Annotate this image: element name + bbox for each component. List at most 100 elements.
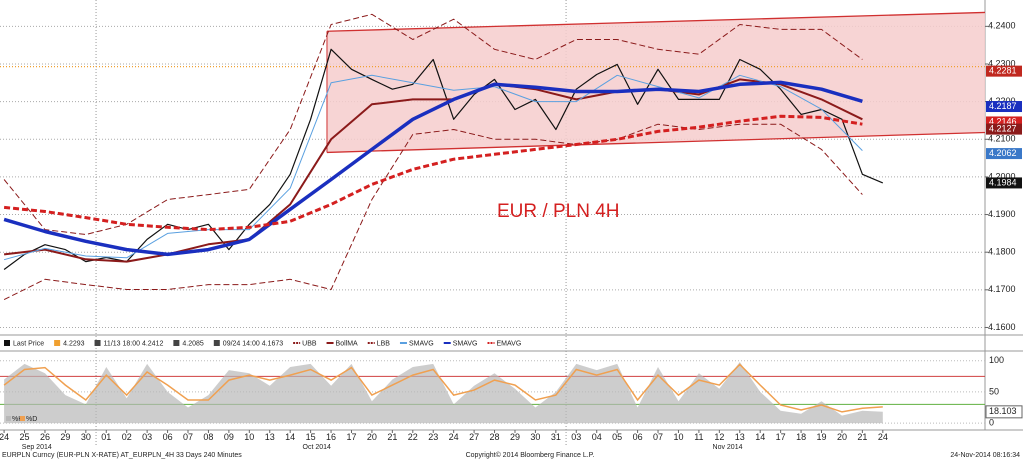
x-tick-label: 30 (81, 432, 91, 442)
series-line (3, 48, 884, 270)
legend-label: %K (12, 416, 23, 423)
x-tick-label: 31 (551, 432, 561, 442)
y-tick-label: 4.2000 (988, 171, 1016, 181)
legend-label: SMAVG (453, 340, 478, 347)
legend-swatch (20, 416, 25, 421)
series-line (3, 363, 883, 413)
channel-lower (326, 131, 986, 154)
x-tick-label: 21 (857, 432, 867, 442)
x-tick-label: 24 (449, 432, 459, 442)
legend-label: BollMA (336, 340, 359, 347)
footer-right: 24-Nov-2014 08:16:34 (950, 452, 1020, 459)
x-tick-label: 05 (612, 432, 622, 442)
series-line (3, 80, 863, 257)
x-tick-label: 10 (244, 432, 254, 442)
price-tag (986, 177, 1022, 189)
y-tick-label: 50 (989, 386, 999, 396)
price-tag (986, 101, 1022, 113)
legend-swatch (94, 340, 101, 346)
legend-label: 4.2293 (63, 340, 85, 347)
y-tick-label: 4.2200 (988, 96, 1016, 106)
price-tag-label: 4.2062 (989, 148, 1017, 158)
x-tick-label: 06 (163, 432, 173, 442)
series-line (3, 114, 863, 232)
x-tick-label: 28 (490, 432, 500, 442)
x-tick-label: 27 (469, 432, 479, 442)
x-tick-label: 26 (40, 432, 50, 442)
x-tick-label: 14 (755, 432, 765, 442)
x-tick-label: 07 (183, 432, 193, 442)
series-line (3, 13, 863, 235)
legend-swatch (54, 340, 61, 346)
x-tick-label: 09 (224, 432, 234, 442)
legend-label: UBB (302, 340, 317, 347)
legend-label: 4.2085 (182, 340, 204, 347)
x-tick-label: 24 (878, 432, 888, 442)
x-tick-label: 03 (571, 432, 581, 442)
month-label: Nov 2014 (713, 444, 743, 451)
x-tick-label: 10 (673, 432, 683, 442)
y-tick-label: 4.2400 (988, 21, 1016, 31)
x-tick-label: 15 (306, 432, 316, 442)
legend-label: %D (26, 416, 37, 423)
value-tag-label: 18.103 (989, 406, 1017, 416)
x-tick-label: 11 (694, 432, 703, 442)
series-area (4, 362, 883, 424)
y-tick-label: 4.1800 (988, 247, 1016, 257)
legend-swatch (4, 340, 10, 346)
x-tick-label: 30 (530, 432, 540, 442)
x-tick-label: 20 (837, 432, 847, 442)
legend-swatch (6, 416, 11, 421)
x-tick-label: 02 (122, 432, 132, 442)
x-tick-label: 17 (346, 432, 356, 442)
x-tick-label: 22 (408, 432, 418, 442)
x-tick-label: 07 (653, 432, 663, 442)
y-tick-label: 100 (989, 355, 1004, 365)
legend-swatch (213, 340, 220, 346)
month-label: Sep 2014 (22, 444, 52, 451)
footer-center: Copyright© 2014 Bloomberg Finance L.P. (466, 451, 595, 459)
x-tick-label: 13 (265, 432, 275, 442)
legend-label: EMAVG (497, 340, 522, 347)
y-tick-label: 0 (989, 418, 994, 428)
x-tick-label: 23 (428, 432, 438, 442)
legend-label: LBB (377, 340, 391, 347)
legend-label: SMAVG (409, 340, 434, 347)
series-line (3, 123, 863, 301)
legend-label: Last Price (13, 340, 44, 347)
price-tag (986, 148, 1022, 160)
x-tick-label: 01 (101, 432, 111, 442)
x-tick-label: 29 (60, 432, 70, 442)
price-tag (986, 116, 1022, 128)
x-tick-label: 03 (142, 432, 152, 442)
x-tick-label: 19 (817, 432, 827, 442)
price-tag (986, 65, 1022, 77)
x-tick-label: 24 (0, 432, 9, 442)
x-tick-label: 21 (387, 432, 397, 442)
x-tick-label: 06 (633, 432, 643, 442)
price-tag-label: 4.2281 (989, 66, 1017, 76)
x-tick-label: 14 (285, 432, 295, 442)
x-tick-label: 08 (203, 432, 213, 442)
y-tick-label: 4.1700 (988, 284, 1016, 294)
x-tick-label: 18 (796, 432, 806, 442)
y-tick-label: 4.1900 (988, 209, 1016, 219)
value-tag (985, 405, 1023, 419)
x-tick-label: 20 (367, 432, 377, 442)
chart-annotation: EUR / PLN 4H (497, 201, 619, 222)
x-tick-label: 13 (735, 432, 745, 442)
x-tick-label: 04 (592, 432, 602, 442)
price-tag-label: 4.2187 (989, 101, 1017, 111)
x-tick-label: 29 (510, 432, 520, 442)
x-tick-label: 12 (714, 432, 724, 442)
price-tag-label: 4.1984 (989, 177, 1017, 187)
price-tag-label: 4.2146 (989, 116, 1017, 126)
month-label: Oct 2014 (303, 444, 332, 451)
y-tick-label: 4.2300 (988, 58, 1016, 68)
price-tag-label: 4.2127 (989, 123, 1017, 133)
x-tick-label: 25 (20, 432, 30, 442)
x-tick-label: 16 (326, 432, 336, 442)
legend-swatch (173, 340, 180, 346)
